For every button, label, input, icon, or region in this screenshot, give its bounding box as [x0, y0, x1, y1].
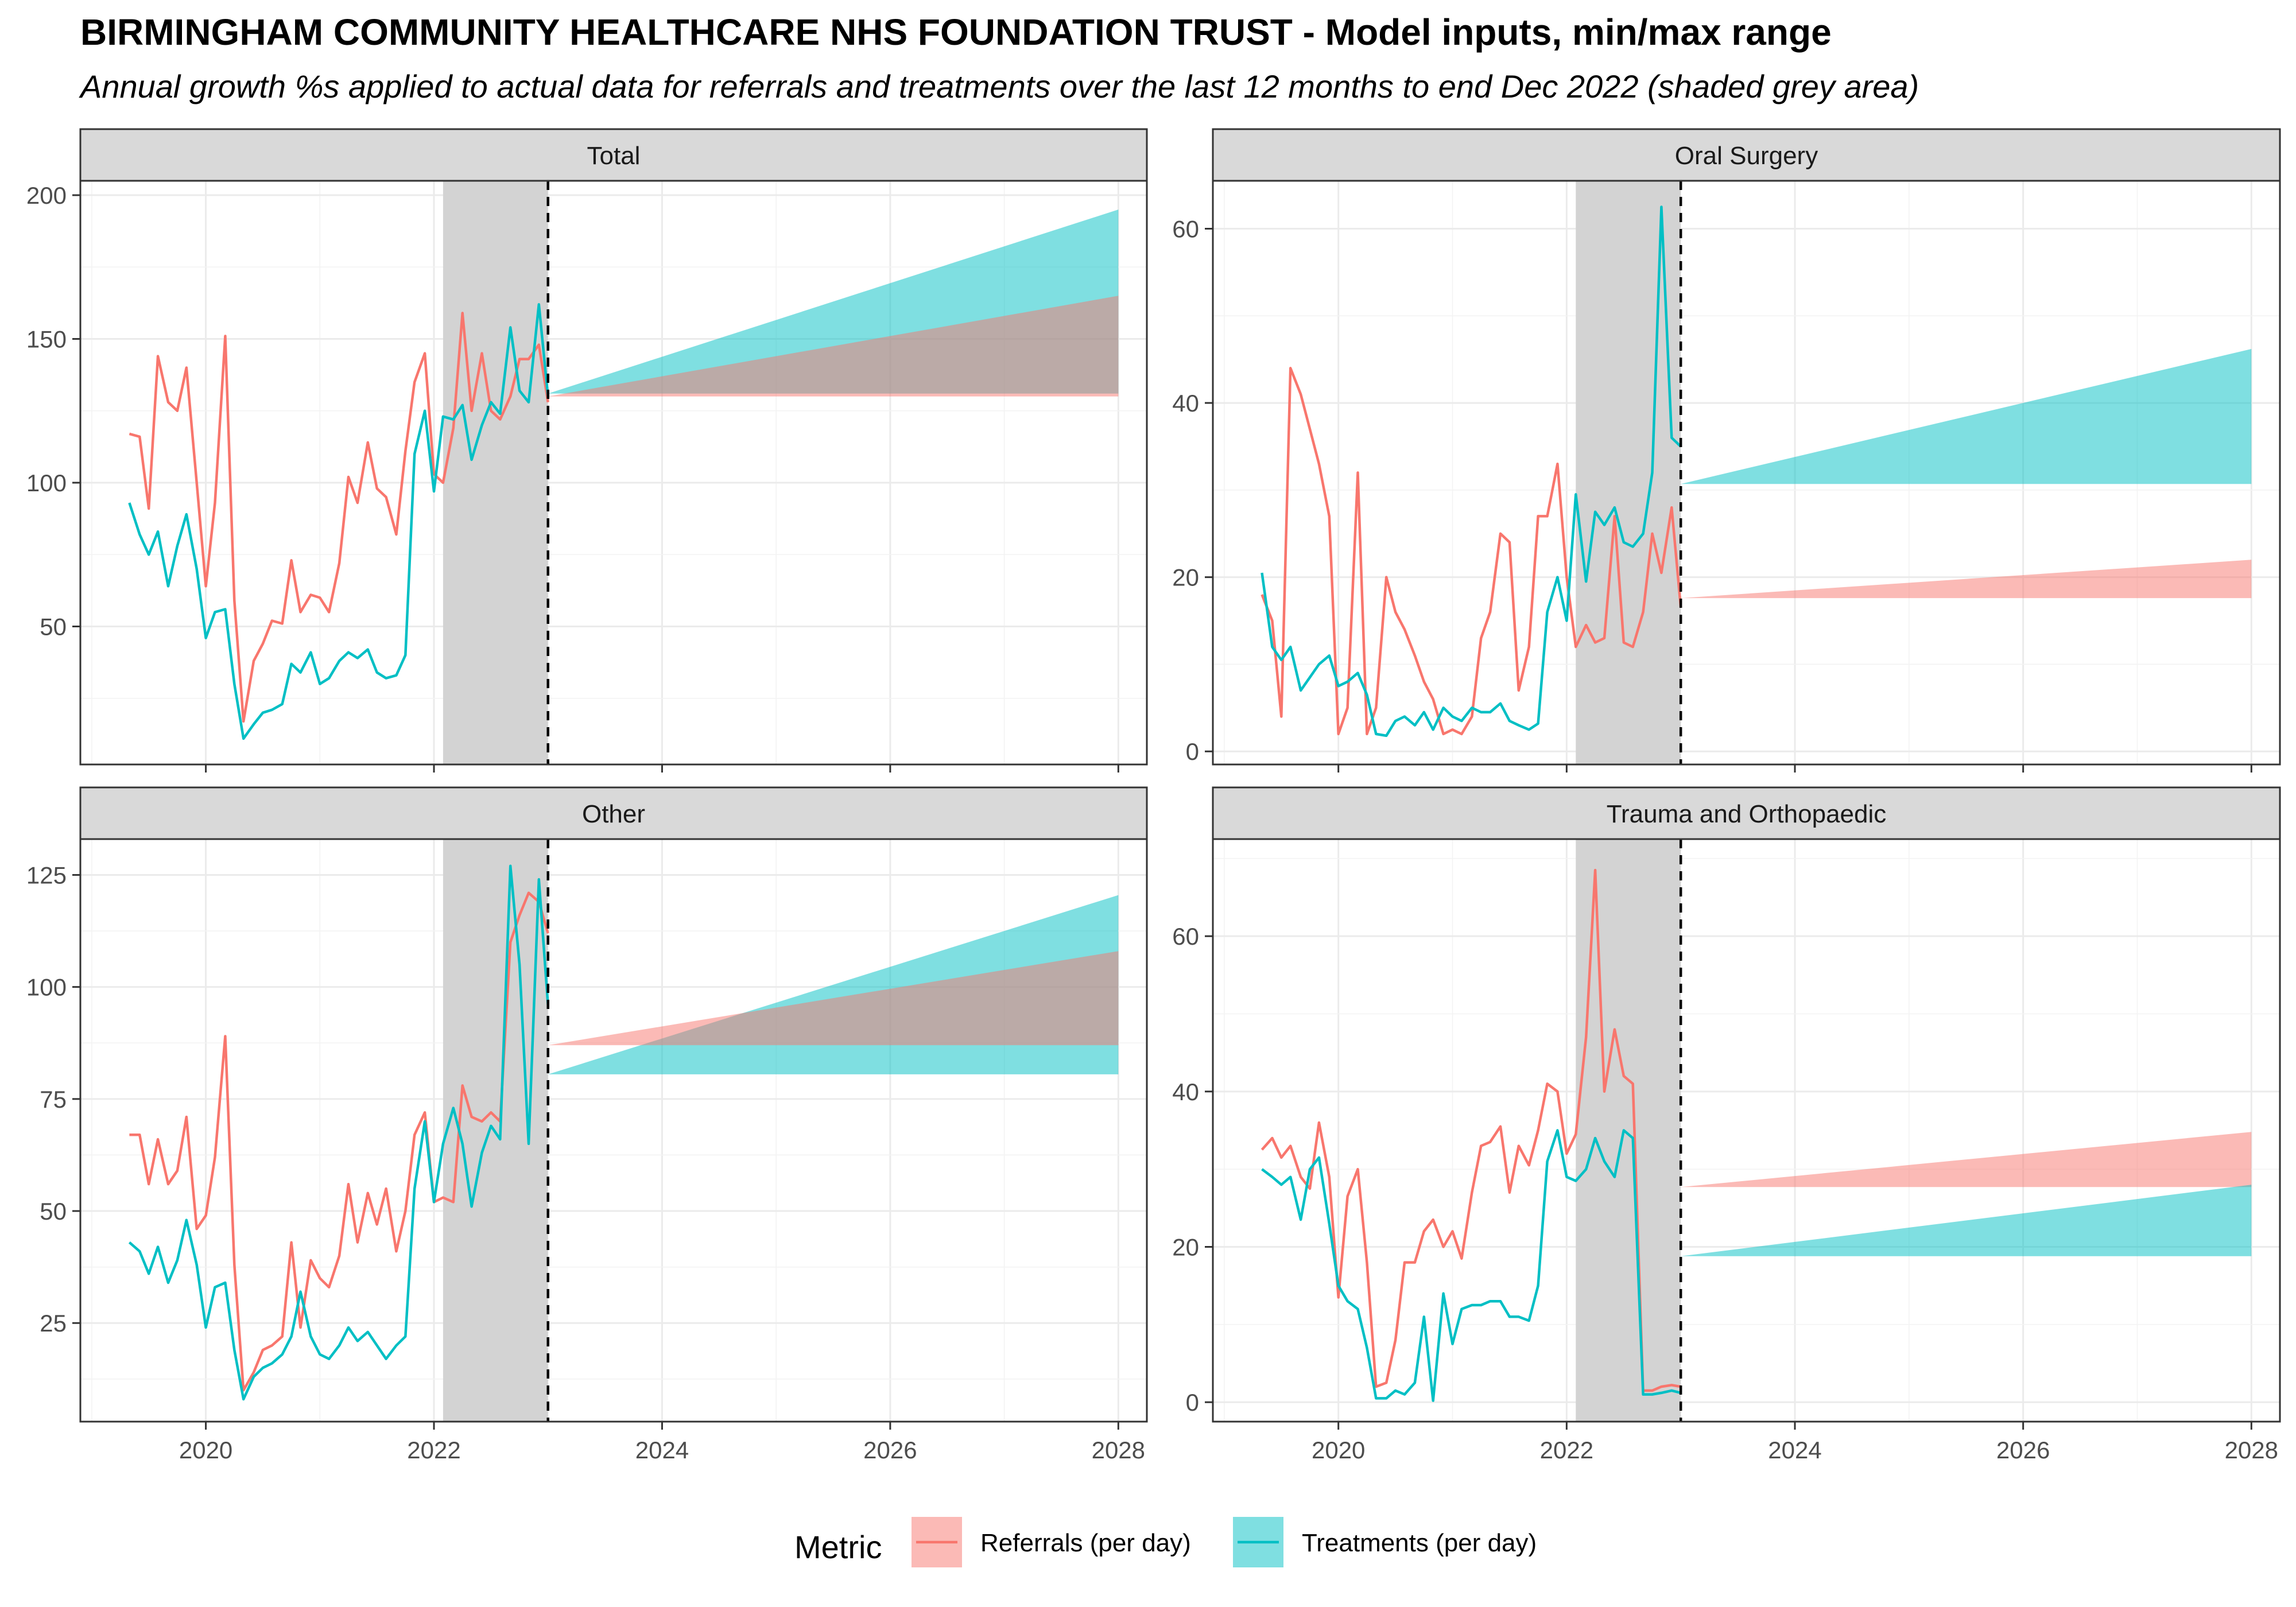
y-tick-label: 200 [26, 182, 67, 209]
strip-label: Other [582, 800, 645, 828]
y-tick-label: 75 [40, 1086, 67, 1113]
x-tick-label: 2026 [863, 1437, 917, 1464]
x-tick-label: 2020 [1312, 1437, 1365, 1464]
legend-key-referrals-per-day: Referrals (per day) [912, 1517, 1191, 1567]
series-line-referrals-per-day [129, 312, 549, 723]
strip-label: Oral Surgery [1675, 142, 1818, 170]
strip-background [79, 128, 1148, 182]
strip-background [1212, 128, 2281, 182]
series-line-treatments-per-day [128, 303, 549, 740]
legend-title: Metric [794, 1529, 882, 1565]
panel-oral-surgery: Oral Surgery 0 20 40 60 [1172, 128, 2281, 773]
series-line-treatments-per-day [128, 864, 549, 1401]
x-tick-label: 2024 [1768, 1437, 1821, 1464]
projection-band-treatments-per-day [1681, 348, 2252, 484]
legend-key-treatments-per-day: Treatments (per day) [1233, 1517, 1537, 1567]
chart-subtitle: Annual growth %s applied to actual data … [79, 68, 1919, 104]
x-tick-label: 2024 [635, 1437, 689, 1464]
y-tick-label: 40 [1172, 390, 1199, 417]
x-tick-label: 2022 [407, 1437, 460, 1464]
strip-background [79, 786, 1148, 840]
plot-area [80, 181, 1147, 764]
shaded-window [1576, 839, 1681, 1422]
x-tick-label: 2022 [1540, 1437, 1593, 1464]
y-tick-label: 0 [1186, 738, 1199, 765]
legend: Metric Referrals (per day) Treatments (per… [794, 1517, 1537, 1567]
chart-title: BIRMINGHAM COMMUNITY HEALTHCARE NHS FOUN… [80, 11, 1832, 53]
x-tick-label: 2028 [2225, 1437, 2278, 1464]
projection-band-treatments-per-day [1681, 1185, 2252, 1256]
strip-label: Total [587, 142, 641, 170]
series-line-referrals-per-day [1261, 868, 1681, 1392]
panel-border [79, 180, 1148, 766]
legend-label: Treatments (per day) [1302, 1529, 1537, 1557]
strip-label: Trauma and Orthopaedic [1607, 800, 1887, 828]
y-tick-label: 125 [26, 861, 67, 888]
shaded-window [443, 181, 548, 764]
y-tick-label: 50 [40, 1198, 67, 1225]
y-tick-label: 150 [26, 326, 67, 353]
series-line-treatments-per-day [1261, 205, 1682, 737]
y-tick-label: 25 [40, 1310, 67, 1337]
projection-band-referrals-per-day [1681, 1132, 2252, 1187]
projection-band-referrals-per-day [548, 951, 1119, 1046]
legend-label: Referrals (per day) [980, 1529, 1191, 1557]
y-tick-label: 100 [26, 469, 67, 496]
panel-border [79, 838, 1148, 1423]
panel-border [1212, 838, 2281, 1423]
projection-band-referrals-per-day [548, 296, 1119, 397]
plot-area [1213, 181, 2280, 764]
x-tick-label: 2020 [179, 1437, 232, 1464]
panel-trauma-and-orthopaedic: Trauma and Orthopaedic 0 20 40 60 2020 2022 202… [1172, 786, 2281, 1464]
series-line-referrals-per-day [1261, 367, 1682, 736]
strip-background [1212, 786, 2281, 840]
y-tick-label: 0 [1186, 1389, 1199, 1416]
projection-band-referrals-per-day [1681, 560, 2252, 599]
series-line-referrals-per-day [129, 891, 549, 1392]
x-tick-label: 2028 [1092, 1437, 1145, 1464]
panel-border [1212, 180, 2281, 766]
panel-other: Other 25 50 75 100 125 2020 2022 2024 2026 2028 [26, 786, 1148, 1464]
panel-total: Total 50 100 150 200 [26, 128, 1148, 773]
y-tick-label: 20 [1172, 1234, 1199, 1261]
plot-area [80, 839, 1147, 1422]
y-tick-label: 20 [1172, 564, 1199, 591]
y-tick-label: 50 [40, 614, 67, 641]
y-tick-label: 60 [1172, 215, 1199, 242]
x-tick-label: 2026 [1996, 1437, 2050, 1464]
gridlines [1213, 839, 2280, 1422]
y-tick-label: 100 [26, 974, 67, 1001]
y-tick-label: 60 [1172, 923, 1199, 950]
plot-area [1213, 839, 2280, 1422]
series-line-treatments-per-day [1261, 1129, 1681, 1402]
y-tick-label: 40 [1172, 1078, 1199, 1105]
